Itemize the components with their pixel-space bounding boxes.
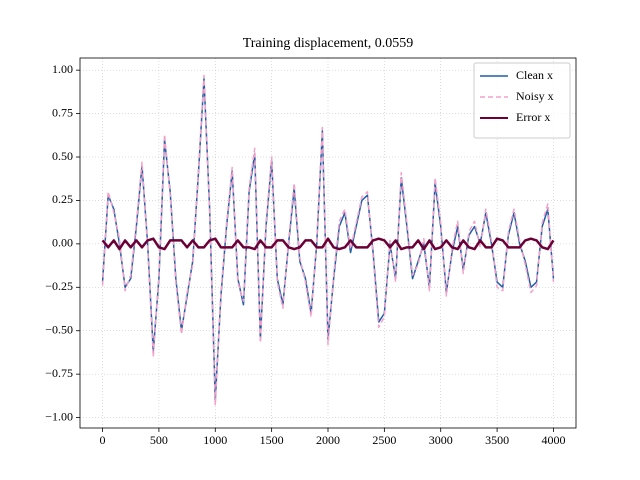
legend-label: Clean x [516, 68, 553, 82]
y-tick-label: 0.50 [52, 149, 73, 163]
y-tick-label: 1.00 [52, 62, 73, 76]
y-tick-label: −0.25 [45, 279, 73, 293]
legend-label: Error x [516, 110, 550, 124]
y-tick-label: −1.00 [45, 409, 73, 423]
x-tick-label: 2000 [316, 433, 340, 447]
chart-title: Training displacement, 0.0559 [243, 36, 414, 51]
legend-label: Noisy x [516, 89, 554, 103]
plot-frame [79, 57, 577, 429]
x-tick-label: 3500 [485, 433, 509, 447]
data-line [101, 237, 555, 251]
y-tick-label: 0.25 [52, 192, 73, 206]
y-tick-label: 0.75 [52, 105, 73, 119]
y-tick-label: 0.00 [52, 236, 73, 250]
x-tick-label: 4000 [541, 433, 565, 447]
x-tick-label: 0 [100, 433, 106, 447]
y-tick-label: −0.50 [45, 322, 73, 336]
x-tick-label: 2500 [372, 433, 396, 447]
x-tick-label: 500 [150, 433, 168, 447]
x-tick-label: 1500 [260, 433, 284, 447]
legend-box [473, 62, 571, 139]
data-line [101, 74, 555, 407]
x-tick-label: 3000 [429, 433, 453, 447]
x-tick-label: 1000 [203, 433, 227, 447]
y-tick-label: −0.75 [45, 366, 73, 380]
